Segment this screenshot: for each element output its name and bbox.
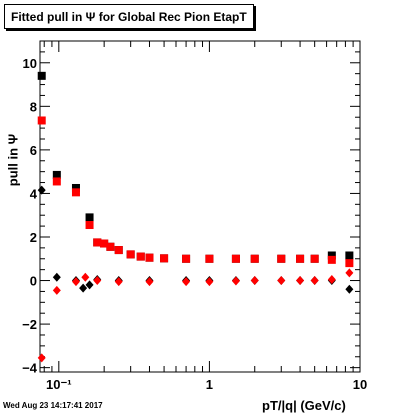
square-marker xyxy=(126,250,135,259)
square-marker xyxy=(310,254,319,263)
diamond-marker xyxy=(182,277,191,287)
diamond-marker xyxy=(345,268,354,278)
timestamp: Wed Aug 23 14:17:41 2017 xyxy=(3,401,103,410)
square-marker xyxy=(296,254,305,263)
diamond-marker xyxy=(114,277,123,287)
diamond-marker xyxy=(296,276,305,286)
diamond-marker xyxy=(37,185,46,195)
square-marker xyxy=(136,252,145,261)
square-marker xyxy=(145,253,154,262)
square-marker xyxy=(277,254,286,263)
square-marker xyxy=(327,255,336,264)
plot-frame xyxy=(39,40,361,373)
diamond-marker xyxy=(85,280,94,290)
square-marker xyxy=(85,221,94,230)
diamond-marker xyxy=(71,277,80,287)
square-marker xyxy=(250,254,259,263)
y-tick-label: −2 xyxy=(22,317,37,332)
square-marker xyxy=(71,188,80,197)
square-marker xyxy=(231,254,240,263)
chart-title: Fitted pull in Ψ for Global Rec Pion Eta… xyxy=(4,4,254,29)
y-tick-label: 4 xyxy=(30,186,38,201)
square-marker xyxy=(205,254,214,263)
y-axis-label-box: pull in Ψ xyxy=(3,100,23,220)
diamond-marker xyxy=(145,277,154,287)
y-tick-label: 10 xyxy=(23,56,37,71)
square-marker xyxy=(106,242,115,251)
diamond-marker xyxy=(52,285,61,295)
y-axis-label: pull in Ψ xyxy=(5,133,21,187)
square-marker xyxy=(37,71,46,80)
diamond-marker xyxy=(52,272,61,282)
square-marker xyxy=(182,254,191,263)
square-marker xyxy=(345,251,354,260)
y-tick-label: 8 xyxy=(30,99,37,114)
data-markers xyxy=(37,71,354,363)
axis-tick-labels: 10⁻¹ 1 10 −4 −2 0 2 4 6 8 10 xyxy=(22,56,367,392)
x-tick-label: 10⁻¹ xyxy=(46,377,72,392)
square-marker xyxy=(327,251,336,260)
diamond-marker xyxy=(277,276,286,286)
diamond-marker xyxy=(205,277,214,287)
square-marker xyxy=(100,239,109,248)
square-marker xyxy=(52,170,61,179)
y-tick-label: 6 xyxy=(30,143,37,158)
diamond-marker xyxy=(231,276,240,286)
x-tick-label: 1 xyxy=(206,377,213,392)
square-marker xyxy=(345,259,354,268)
y-tick-label: −4 xyxy=(22,361,38,376)
diamond-marker xyxy=(250,276,259,286)
y-tick-label: 0 xyxy=(30,274,37,289)
diamond-marker xyxy=(93,276,102,286)
x-axis-label: pT/|q| (GeV/c) xyxy=(262,398,346,413)
square-marker xyxy=(85,213,94,222)
square-marker xyxy=(52,177,61,186)
diamond-marker xyxy=(327,274,336,284)
square-marker xyxy=(160,254,169,263)
diamond-marker xyxy=(345,284,354,294)
square-marker xyxy=(114,246,123,255)
diamond-marker xyxy=(310,276,319,286)
x-tick-label: 10 xyxy=(353,377,367,392)
diamond-marker xyxy=(81,272,90,282)
square-marker xyxy=(37,116,46,125)
diamond-marker xyxy=(79,283,88,293)
square-marker xyxy=(93,238,102,247)
axis-ticks xyxy=(40,40,361,372)
y-tick-label: 2 xyxy=(30,230,37,245)
square-marker xyxy=(71,183,80,192)
diamond-marker xyxy=(37,353,46,363)
